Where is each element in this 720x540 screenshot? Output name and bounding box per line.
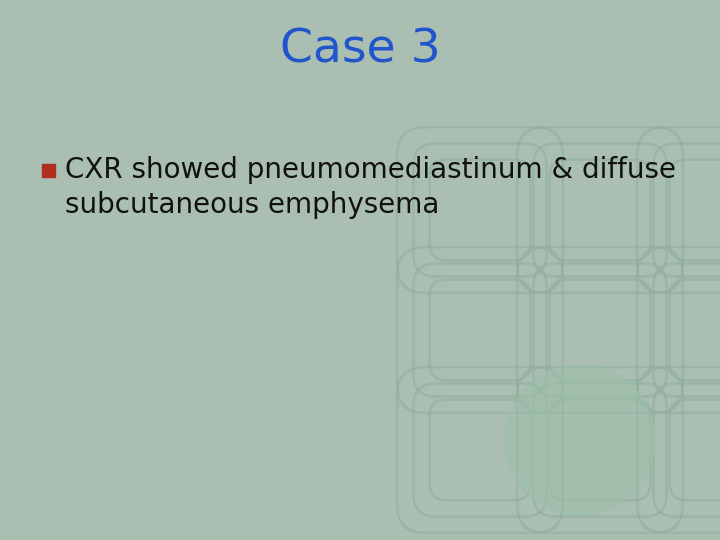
- Text: subcutaneous emphysema: subcutaneous emphysema: [65, 191, 439, 219]
- Circle shape: [505, 365, 655, 515]
- Text: CXR showed pneumomediastinum & diffuse: CXR showed pneumomediastinum & diffuse: [65, 156, 676, 184]
- FancyBboxPatch shape: [42, 164, 55, 177]
- Text: Case 3: Case 3: [279, 28, 441, 72]
